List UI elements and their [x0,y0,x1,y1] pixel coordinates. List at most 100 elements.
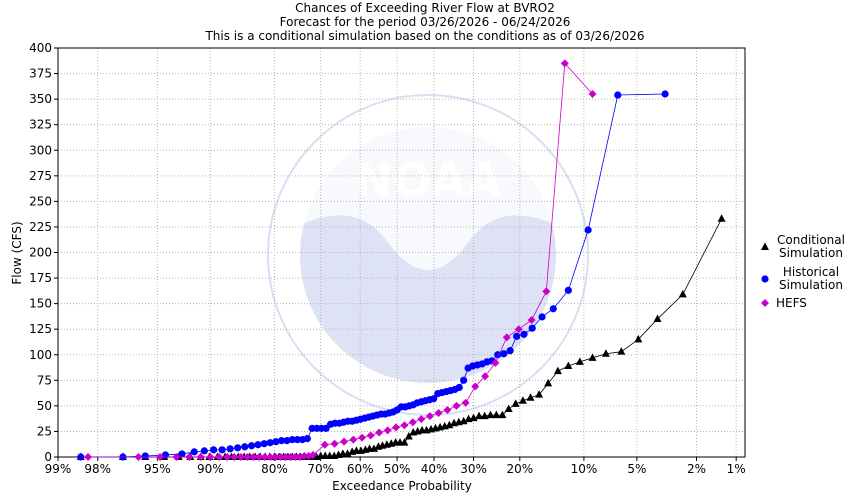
y-tick-label: 25 [37,424,52,438]
data-point-hefs [249,453,258,461]
data-point-conditional-simulation [404,432,413,440]
y-axis-label: Flow (CFS) [10,221,24,284]
data-point-hefs [236,453,245,461]
watermark-text: NOAA [354,153,502,207]
data-point-historical-simulation [513,332,521,340]
data-point-conditional-simulation [469,413,478,422]
data-point-hefs [502,333,511,342]
y-tick-label: 275 [29,169,52,183]
data-point-historical-simulation [277,437,286,445]
data-point-historical-simulation [661,90,669,98]
data-point-conditional-simulation [634,334,643,343]
data-point-hefs [291,453,300,461]
title-line-3: This is a conditional simulation based o… [204,29,644,43]
noaa-watermark: NOAA [267,94,589,416]
x-tick-label: 99% [45,462,72,476]
data-point-hefs [271,453,280,461]
data-point-conditional-simulation [369,444,378,452]
series-layer [76,59,726,461]
x-tick-label: 60% [347,462,374,476]
legend-marker-hefs [761,299,769,307]
y-tick-label: 250 [29,194,52,208]
data-point-hefs [300,451,309,460]
data-point-conditional-simulation [498,410,507,419]
data-point-historical-simulation [528,324,536,332]
data-point-hefs [452,401,461,410]
x-tick-label: 50% [384,462,411,476]
data-point-historical-simulation [226,445,234,453]
data-point-historical-simulation [247,442,256,450]
data-point-historical-simulation [506,347,514,355]
data-point-hefs [349,435,358,444]
data-point-hefs [383,426,392,435]
data-point-conditional-simulation [553,366,562,375]
data-point-conditional-simulation [475,411,484,420]
data-point-hefs [560,59,569,68]
data-point-historical-simulation [209,446,218,454]
data-point-hefs [281,453,290,461]
x-axis: 99% 98% 95% 90% 80% 70% 60% 50% 40% 30% 20% 10% 5% 2%… [45,457,746,476]
data-point-historical-simulation [584,226,592,234]
data-point-historical-simulation [260,440,268,448]
data-point-hefs [276,453,285,461]
legend-item-hefs: HEFS [761,296,807,310]
x-tick-label: 90% [197,462,224,476]
title-line-1: Chances of Exceeding River Flow at BVRO2 [295,1,555,15]
data-point-hefs [408,418,417,427]
data-point-conditional-simulation [486,410,495,419]
x-tick-label: 70% [307,462,334,476]
data-point-historical-simulation [241,443,249,451]
data-point-hefs [286,453,295,461]
y-tick-label: 125 [29,322,52,336]
x-axis-label: Exceedance Probability [332,479,472,493]
data-point-historical-simulation [303,434,311,443]
data-point-conditional-simulation [518,396,527,404]
data-point-hefs [243,453,252,461]
x-tick-label: 95% [144,462,171,476]
data-point-conditional-simulation [511,399,520,407]
data-point-hefs [425,412,434,421]
data-point-conditional-simulation [588,353,597,361]
data-point-historical-simulation [460,376,468,384]
data-point-hefs [588,90,597,99]
y-tick-label: 150 [29,297,52,311]
data-point-hefs [266,453,275,461]
data-point-historical-simulation [77,453,85,461]
data-point-historical-simulation [564,286,572,294]
y-tick-label: 325 [29,118,52,132]
data-point-historical-simulation [254,441,262,449]
data-point-historical-simulation [430,395,438,403]
data-point-hefs [461,398,470,407]
x-tick-label: 20% [506,462,533,476]
data-point-historical-simulation [266,439,274,447]
y-tick-label: 350 [29,92,52,106]
data-point-historical-simulation [141,452,149,460]
legend-label: Historical [783,265,839,279]
data-point-hefs [471,382,480,391]
data-point-conditional-simulation [526,393,535,401]
data-point-hefs [514,325,523,334]
data-point-hefs [215,453,224,461]
data-point-hefs [481,372,490,381]
data-point-historical-simulation [614,91,622,99]
data-point-historical-simulation [500,350,508,358]
data-point-hefs [330,439,339,448]
data-point-conditional-simulation [617,347,626,355]
data-point-conditional-simulation [504,404,513,412]
data-point-historical-simulation [200,447,208,455]
legend-marker-historical-simulation [761,275,769,283]
y-tick-label: 375 [29,67,52,81]
data-point-historical-simulation [234,444,242,452]
data-point-conditional-simulation [678,289,687,298]
series-historical-simulation [77,90,669,461]
x-tick-label: 1% [727,462,746,476]
y-tick-label: 175 [29,271,52,285]
data-point-hefs [196,453,205,461]
data-point-hefs [527,315,536,324]
data-point-historical-simulation [293,436,302,444]
data-point-historical-simulation [218,446,226,454]
data-point-conditional-simulation [480,411,489,420]
data-point-historical-simulation [520,330,528,338]
